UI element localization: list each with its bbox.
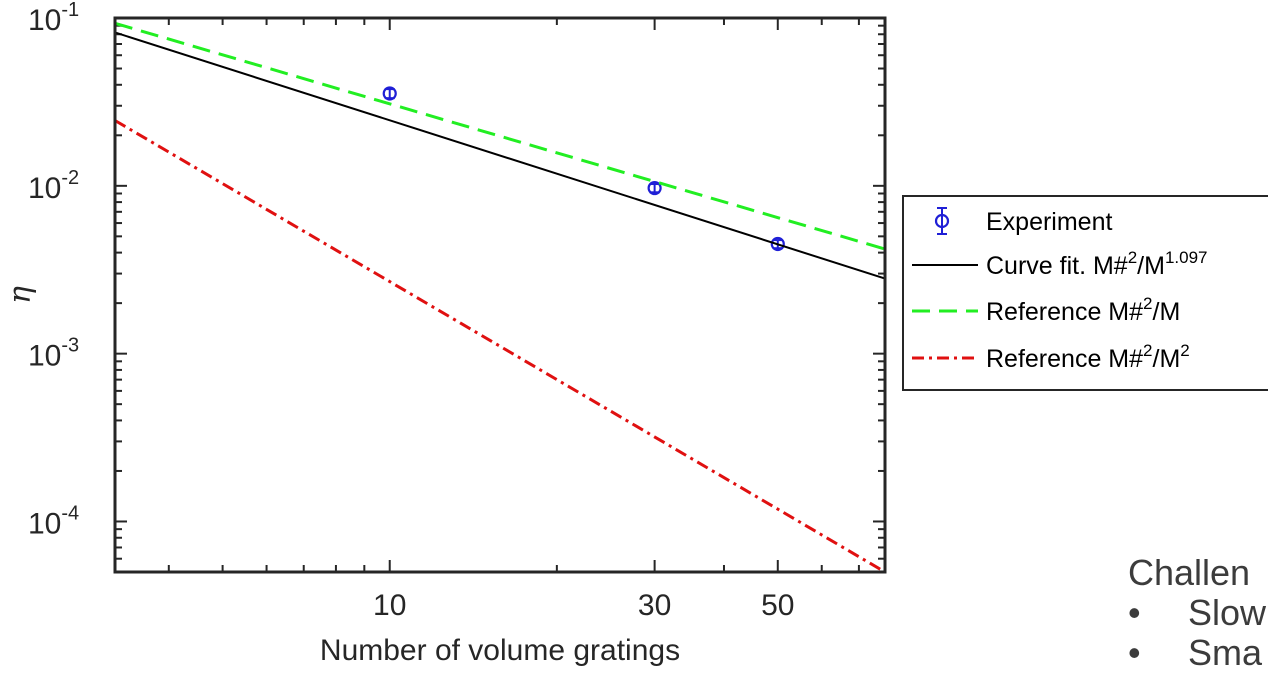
experiment-point [647,180,662,196]
experiment-point [382,86,397,101]
y-tick-label: 10-3 [28,335,79,373]
y-axis-label: η [3,286,38,304]
side-bullet-2: • [1128,632,1141,673]
x-tick-label: 30 [638,589,671,622]
legend-label: Reference M#2/M [986,294,1180,326]
series-line-3 [114,119,886,574]
side-heading: Challen [1128,552,1251,593]
side-bullet-1: • [1128,592,1141,633]
y-tick-label: 10-1 [28,0,79,37]
y-tick-label: 10-4 [28,502,79,540]
tick-labels: 10 30 50 10-1 10-2 10-3 10-4 [28,0,794,622]
legend: Experiment Curve fit. M#2/M1.097 Reference… [902,195,1268,391]
series-line-1 [114,31,886,280]
series-line-2 [114,21,886,251]
side-item-1: Slow [1188,592,1267,633]
experiment-point [770,236,785,252]
x-tick-label: 10 [373,589,406,622]
legend-label: Experiment [986,208,1112,236]
y-tick-label: 10-2 [28,167,79,205]
legend-marker-circle [934,213,950,229]
x-axis-label: Number of volume gratings [320,634,680,667]
axis-ticks [115,17,885,573]
plot-frame [113,16,887,574]
side-item-2: Sma [1188,632,1263,673]
legend-label: Curve fit. M#2/M1.097 [986,248,1208,280]
legend-label: Reference M#2/M2 [986,341,1190,373]
series-layer [114,21,886,574]
x-tick-label: 50 [761,589,794,622]
